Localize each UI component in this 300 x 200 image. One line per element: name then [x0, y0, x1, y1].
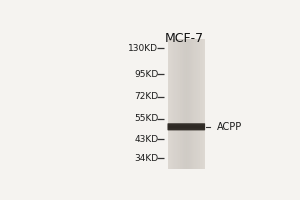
Bar [204, 39, 205, 169]
Bar [185, 39, 186, 169]
FancyBboxPatch shape [167, 123, 205, 130]
Bar [199, 39, 200, 169]
Bar [171, 39, 172, 169]
Bar [187, 39, 188, 169]
FancyBboxPatch shape [168, 123, 205, 131]
Bar [168, 39, 169, 169]
Bar [183, 39, 184, 169]
Bar [198, 39, 199, 169]
FancyBboxPatch shape [168, 124, 205, 129]
Bar [184, 39, 185, 169]
Bar [203, 39, 204, 169]
Bar [169, 39, 170, 169]
Text: MCF-7: MCF-7 [164, 32, 203, 45]
Bar [182, 39, 183, 169]
Bar [178, 39, 179, 169]
Bar [181, 39, 182, 169]
Text: 43KD: 43KD [134, 135, 158, 144]
Bar [195, 39, 196, 169]
Bar [180, 39, 181, 169]
Bar [179, 39, 180, 169]
Bar [168, 39, 205, 169]
Bar [188, 39, 189, 169]
Bar [196, 39, 197, 169]
Bar [201, 39, 202, 169]
Text: 55KD: 55KD [134, 114, 158, 123]
Bar [192, 39, 193, 169]
Bar [197, 39, 198, 169]
Text: ACPP: ACPP [217, 122, 242, 132]
Text: 130KD: 130KD [128, 44, 158, 53]
Bar [200, 39, 201, 169]
Bar [193, 39, 194, 169]
Bar [170, 39, 171, 169]
Text: 72KD: 72KD [134, 92, 158, 101]
Bar [189, 39, 190, 169]
Bar [176, 39, 177, 169]
Bar [174, 39, 175, 169]
Text: 34KD: 34KD [134, 154, 158, 163]
Bar [177, 39, 178, 169]
Bar [191, 39, 192, 169]
Bar [194, 39, 195, 169]
Bar [173, 39, 174, 169]
Bar [186, 39, 187, 169]
Text: 95KD: 95KD [134, 70, 158, 79]
Bar [190, 39, 191, 169]
Bar [172, 39, 173, 169]
Bar [202, 39, 203, 169]
FancyBboxPatch shape [168, 125, 205, 128]
Bar [175, 39, 176, 169]
